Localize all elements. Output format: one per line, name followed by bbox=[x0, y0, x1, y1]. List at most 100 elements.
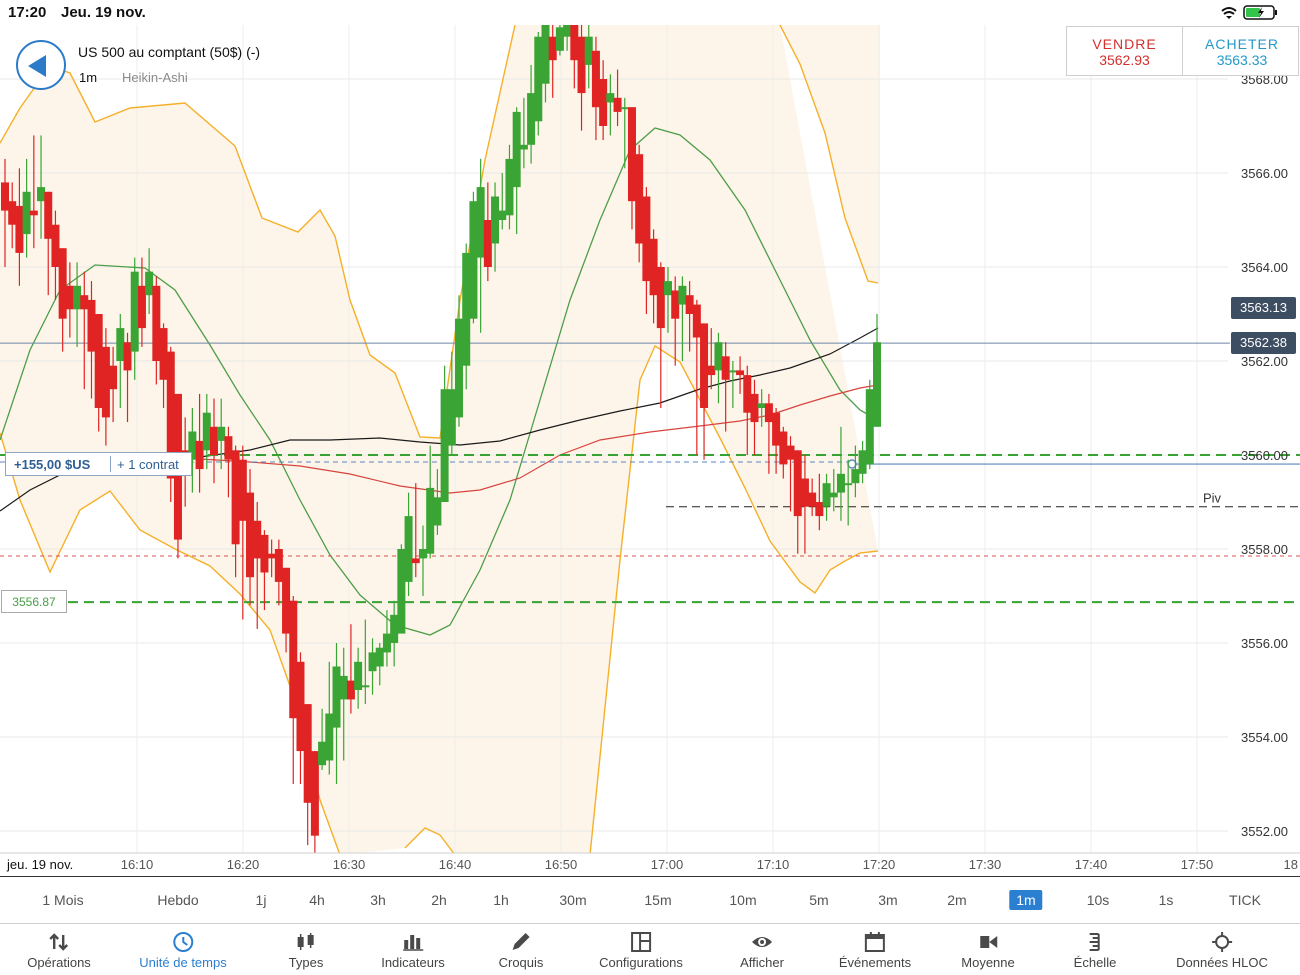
candle-down bbox=[80, 295, 89, 310]
x-tick-label: 16:10 bbox=[121, 857, 154, 872]
candle-down bbox=[253, 520, 262, 559]
timeframe-option-10s[interactable]: 10s bbox=[1086, 892, 1110, 908]
candle-down bbox=[44, 191, 53, 239]
y-tick-label: 3566.00 bbox=[1241, 166, 1288, 181]
position-box[interactable]: +155,00 $US + 1 contrat bbox=[5, 452, 192, 476]
timeframe-option-hebdo[interactable]: Hebdo bbox=[157, 892, 199, 908]
timeframe-option-1-mois[interactable]: 1 Mois bbox=[42, 892, 84, 908]
candle-down bbox=[195, 440, 204, 470]
timeframe-option-2m[interactable]: 2m bbox=[947, 892, 967, 908]
timeframe-option-4h[interactable]: 4h bbox=[309, 892, 325, 908]
toolbar-item-clock[interactable]: Unité de temps bbox=[139, 924, 227, 975]
toolbar-item-calendar[interactable]: Événements bbox=[839, 924, 911, 975]
timeframe-option-3h[interactable]: 3h bbox=[370, 892, 386, 908]
moving-average-red bbox=[85, 384, 879, 494]
position-pnl: +155,00 $US bbox=[14, 457, 91, 472]
candle-down bbox=[786, 445, 795, 460]
candle-down bbox=[123, 342, 132, 371]
buy-label: ACHETER bbox=[1205, 36, 1279, 52]
timeframe-option-30m[interactable]: 30m bbox=[559, 892, 587, 908]
y-tick-label: 3560.00 bbox=[1241, 448, 1288, 463]
candle-up bbox=[757, 403, 766, 408]
timeframe-option-tick[interactable]: TICK bbox=[1229, 892, 1261, 908]
candle-up bbox=[678, 285, 687, 305]
bottom-toolbar: Opérations Unité de temps Types Indicateurs… bbox=[0, 924, 1300, 975]
timeframe-option-1m[interactable]: 1m bbox=[1009, 890, 1043, 910]
candle-up bbox=[462, 252, 471, 366]
candle-up bbox=[22, 191, 31, 235]
candle-up bbox=[447, 389, 456, 446]
candle-down bbox=[599, 79, 608, 126]
candle-up bbox=[836, 473, 845, 493]
candle-down bbox=[613, 97, 622, 112]
timeframe-selector: 1 Mois Hebdo 1j 4h 3h 2h 1h 30m 15m 10m 5m 3m 2m 1m 10… bbox=[0, 876, 1300, 924]
back-button[interactable] bbox=[16, 40, 66, 90]
candle-up bbox=[829, 492, 838, 498]
toolbar-item-bar-chart[interactable]: Indicateurs bbox=[381, 924, 445, 975]
toolbar-item-crosshair[interactable]: Données HLOC bbox=[1176, 924, 1268, 975]
candle-up bbox=[844, 483, 853, 486]
timeframe-option-15m[interactable]: 15m bbox=[644, 892, 672, 908]
wifi-battery-icon bbox=[1221, 5, 1277, 20]
candle-down bbox=[260, 534, 269, 573]
candles-group bbox=[1, 25, 881, 853]
candle-down bbox=[793, 450, 802, 517]
candle-down bbox=[209, 426, 218, 455]
candle-down bbox=[627, 107, 636, 202]
candle-up bbox=[418, 549, 427, 559]
sell-button[interactable]: VENDRE 3562.93 bbox=[1067, 27, 1183, 75]
bar-chart-icon bbox=[403, 935, 423, 951]
toolbar-item-video[interactable]: Moyenne bbox=[961, 924, 1015, 975]
candle-down bbox=[721, 356, 730, 380]
bollinger-band-fill bbox=[0, 25, 880, 853]
timeframe-option-1j[interactable]: 1j bbox=[255, 892, 267, 908]
timeframe-option-1h[interactable]: 1h bbox=[493, 892, 509, 908]
candle-down bbox=[707, 365, 716, 376]
toolbar-item-candles[interactable]: Types bbox=[289, 924, 323, 975]
toolbar-item-sort-arrows[interactable]: Opérations bbox=[27, 924, 91, 975]
candle-down bbox=[166, 351, 175, 479]
candle-down bbox=[159, 328, 168, 380]
trade-panel: VENDRE 3562.93 ACHETER 3563.33 bbox=[1066, 26, 1299, 76]
candle-up bbox=[354, 661, 363, 690]
candle-down bbox=[58, 248, 67, 319]
toolbar-item-eye[interactable]: Afficher bbox=[740, 924, 784, 975]
candle-down bbox=[591, 50, 600, 108]
timeframe-option-3m[interactable]: 3m bbox=[878, 892, 898, 908]
candle-down bbox=[743, 375, 752, 413]
candle-down bbox=[692, 304, 701, 338]
x-tick-label: 16:40 bbox=[439, 857, 472, 872]
toolbar-item-label: Opérations bbox=[27, 955, 91, 970]
toolbar-item-pencil[interactable]: Croquis bbox=[499, 924, 543, 975]
candle-down bbox=[274, 549, 283, 582]
candle-down bbox=[101, 346, 110, 418]
candle-up bbox=[404, 516, 413, 582]
candle-down bbox=[577, 36, 586, 94]
candle-down bbox=[29, 210, 38, 216]
timeframe-option-1s[interactable]: 1s bbox=[1158, 892, 1174, 908]
candle-down bbox=[310, 751, 319, 836]
candle-up bbox=[555, 27, 564, 51]
y-tick-label: 3552.00 bbox=[1241, 824, 1288, 839]
buy-button[interactable]: ACHETER 3563.33 bbox=[1184, 27, 1300, 75]
candle-down bbox=[94, 314, 103, 408]
candle-up bbox=[188, 431, 197, 460]
candle-up bbox=[318, 741, 327, 766]
middle-band-line bbox=[0, 127, 879, 636]
candle-up bbox=[440, 389, 449, 502]
x-tick-label: 17:50 bbox=[1181, 857, 1214, 872]
timeframe-option-5m[interactable]: 5m bbox=[809, 892, 829, 908]
toolbar-item-layout[interactable]: Configurations bbox=[599, 924, 683, 975]
x-tick-label: 17:30 bbox=[969, 857, 1002, 872]
price-chart[interactable]: Piv3568.003566.003564.003562.003560.0035… bbox=[0, 25, 1300, 875]
buy-price: 3563.33 bbox=[1216, 52, 1268, 68]
candle-down bbox=[346, 680, 355, 700]
candle-up bbox=[332, 666, 341, 728]
timeframe-option-10m[interactable]: 10m bbox=[729, 892, 757, 908]
level-label[interactable]: 3556.87 bbox=[1, 590, 67, 613]
candle-up bbox=[339, 675, 348, 700]
status-bar: 17:20 Jeu. 19 nov. bbox=[0, 0, 1300, 24]
candle-down bbox=[750, 393, 759, 423]
timeframe-option-2h[interactable]: 2h bbox=[431, 892, 447, 908]
toolbar-item-scale[interactable]: Échelle bbox=[1074, 924, 1116, 975]
